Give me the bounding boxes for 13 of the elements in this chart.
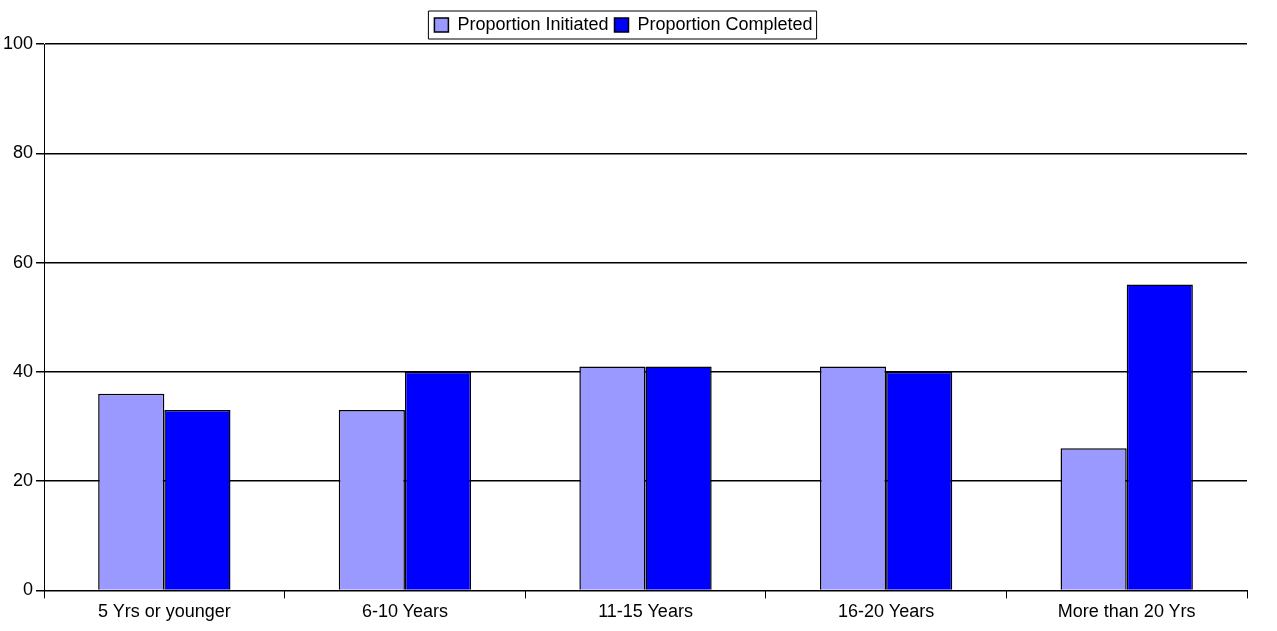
legend-label: Proportion Initiated — [457, 13, 609, 34]
y-tick-label: 100 — [2, 32, 34, 53]
x-tick-label: 5 Yrs or younger — [97, 601, 231, 622]
legend-label: Proportion Completed — [637, 13, 813, 34]
y-tick-label: 20 — [13, 470, 34, 491]
y-tick-label: 80 — [13, 142, 34, 163]
x-tick-label: More than 20 Yrs — [1057, 601, 1196, 622]
x-tick-label: 6-10 Years — [361, 601, 448, 622]
x-tick-label: 16-20 Years — [838, 601, 935, 622]
y-tick-label: 40 — [13, 360, 34, 381]
y-tick-label: 0 — [23, 579, 34, 600]
x-tick-label: 11-15 Years — [598, 601, 693, 622]
y-tick-label: 60 — [13, 251, 34, 272]
